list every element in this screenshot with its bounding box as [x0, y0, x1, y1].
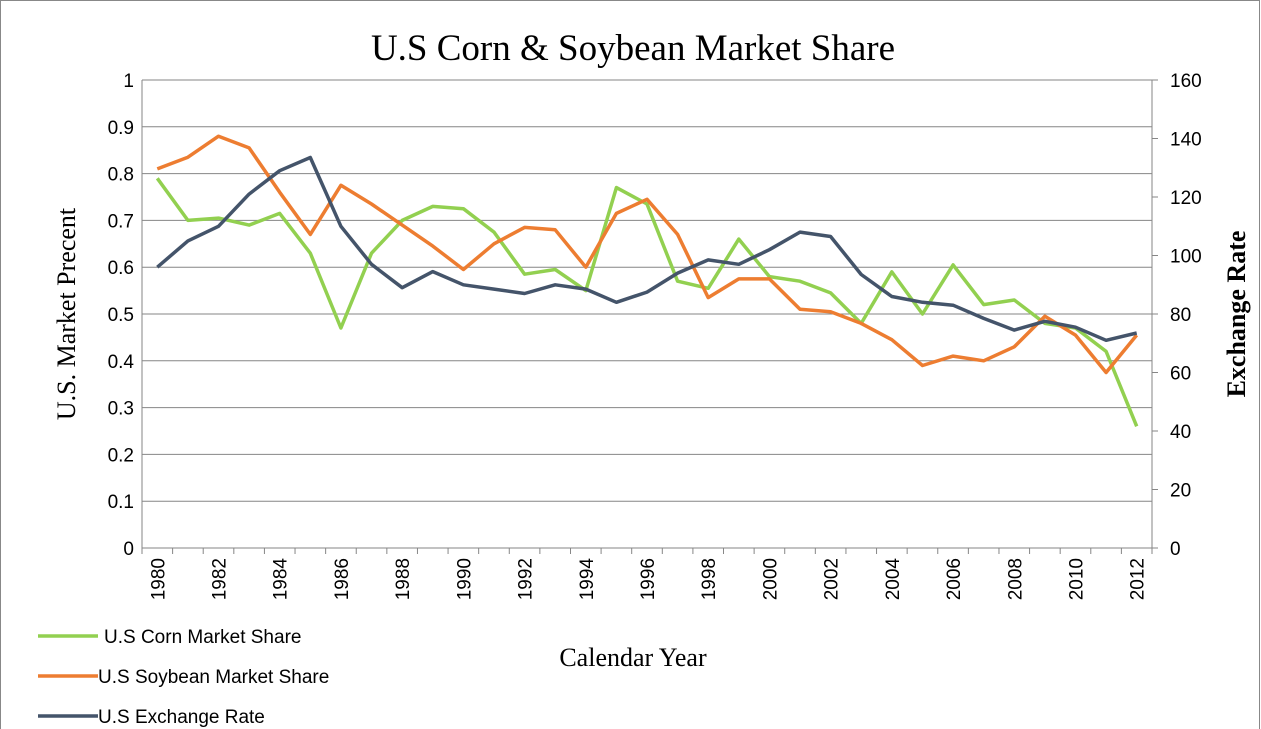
x-tick-label: 2000 — [760, 558, 781, 600]
x-tick-label: 1982 — [210, 558, 231, 600]
legend-label: U.S Soybean Market Share — [98, 667, 329, 688]
x-tick-label: 2008 — [1005, 558, 1026, 600]
y2-axis-title: Exchange Rate — [1222, 231, 1251, 398]
y2-tick-label: 60 — [1170, 364, 1191, 385]
legend-label: U.S Corn Market Share — [104, 627, 301, 648]
x-tick-label: 1998 — [699, 558, 720, 600]
y-tick-label: 0.1 — [108, 492, 134, 513]
legend-label: U.S Exchange Rate — [98, 707, 265, 728]
y2-tick-label: 100 — [1170, 247, 1202, 268]
y-tick-label: 0.6 — [108, 258, 134, 279]
y-tick-label: 0.2 — [108, 445, 134, 466]
x-tick-label: 1990 — [454, 558, 475, 600]
y-tick-label: 0.3 — [108, 399, 134, 420]
series-line — [156, 155, 1138, 343]
y-tick-label: 0.9 — [108, 118, 134, 139]
x-tick-label: 2004 — [883, 558, 904, 601]
y-tick-label: 0.5 — [108, 305, 134, 326]
x-tick-label: 1994 — [577, 558, 598, 601]
y2-tick-label: 140 — [1170, 130, 1202, 151]
y-tick-label: 0.7 — [108, 211, 134, 232]
x-tick-label: 2012 — [1128, 558, 1149, 600]
y-tick-label: 0.4 — [108, 352, 135, 373]
chart-title: U.S Corn & Soybean Market Share — [371, 28, 895, 69]
x-tick-label: 1984 — [271, 558, 292, 601]
x-tick-label: 1992 — [516, 558, 537, 600]
y2-tick-label: 120 — [1170, 188, 1202, 209]
y-tick-label: 1 — [123, 71, 134, 92]
y-tick-label: 0 — [123, 539, 134, 560]
x-tick-label: 2002 — [822, 558, 843, 600]
x-tick-label: 1986 — [332, 558, 353, 600]
y2-tick-label: 0 — [1170, 539, 1181, 560]
y2-tick-label: 160 — [1170, 71, 1202, 92]
x-axis-title: Calendar Year — [559, 643, 707, 672]
y2-tick-label: 20 — [1170, 481, 1191, 502]
x-tick-label: 2010 — [1066, 558, 1087, 600]
series-line — [156, 134, 1139, 375]
x-tick-label: 1988 — [393, 558, 414, 600]
y2-tick-label: 40 — [1170, 422, 1191, 443]
x-tick-label: 1996 — [638, 558, 659, 600]
x-tick-label: 2006 — [944, 558, 965, 600]
series-line — [155, 177, 1139, 427]
y-tick-label: 0.8 — [108, 165, 134, 186]
y2-tick-label: 80 — [1170, 305, 1191, 326]
x-tick-label: 1980 — [148, 558, 169, 600]
y-axis-title: U.S. Market Precent — [52, 207, 81, 420]
